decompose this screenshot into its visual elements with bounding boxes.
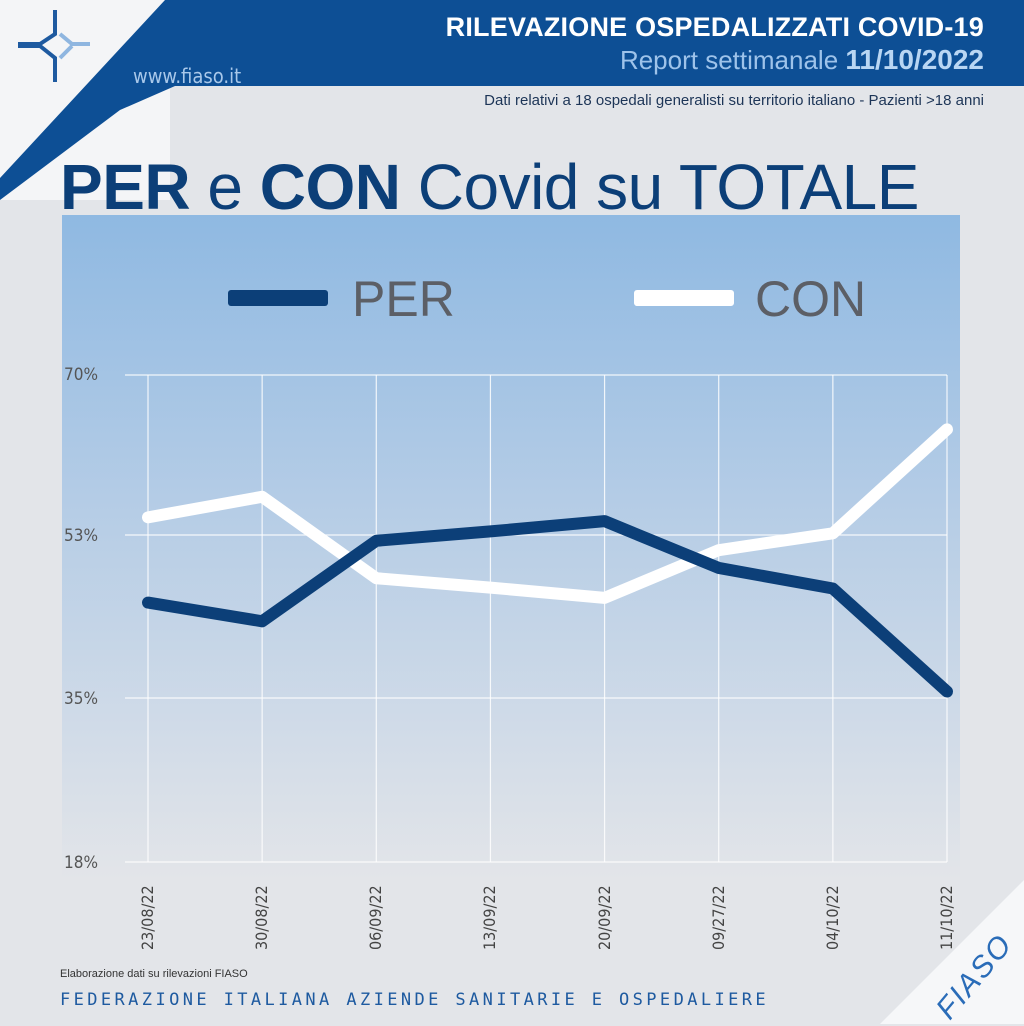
data-point-per	[946, 690, 948, 693]
data-point-per	[831, 587, 834, 590]
legend-swatch-per	[228, 290, 328, 306]
y-tick-label: 35%	[64, 689, 98, 709]
data-point-per	[375, 539, 378, 542]
data-point-con	[717, 549, 720, 552]
header-note: Dati relativi a 18 ospedali generalisti …	[484, 92, 984, 109]
data-point-per	[489, 530, 492, 533]
y-tick-label: 53%	[64, 526, 98, 546]
y-tick-label: 18%	[64, 853, 98, 873]
subtitle-prefix: Report settimanale	[619, 45, 839, 75]
data-point-per	[603, 520, 606, 523]
legend-swatch-con	[634, 290, 734, 306]
header-title: RILEVAZIONE OSPEDALIZZATI COVID-19	[445, 12, 984, 42]
x-tick-label: 23/08/22	[138, 885, 157, 950]
data-point-per	[261, 620, 264, 623]
source-note: Elaborazione dati su rilevazioni FIASO	[60, 968, 248, 980]
header-band	[0, 0, 1024, 200]
series-line-con	[142, 423, 953, 604]
website-link[interactable]: www.fiaso.it	[133, 64, 242, 88]
x-tick-label: 20/09/22	[594, 885, 614, 950]
title-e: e	[207, 151, 243, 223]
data-point-con	[603, 596, 606, 599]
title-per: PER	[60, 151, 191, 223]
x-tick-label: 06/09/22	[366, 885, 386, 950]
legend-label-con: CON	[755, 271, 867, 327]
data-point-con	[147, 516, 149, 519]
organization-name: FEDERAZIONE ITALIANA AZIENDE SANITARIE E…	[60, 990, 770, 1010]
chart-panel	[62, 215, 960, 880]
title-con: CON	[259, 151, 401, 223]
legend-label-per: PER	[352, 271, 455, 327]
header-subtitle: Report settimanale 11/10/2022	[620, 44, 984, 76]
data-point-con	[489, 586, 492, 589]
chart-title: PER e CON Covid su TOTALE	[60, 150, 919, 224]
x-tick-label: 04/10/22	[822, 885, 842, 950]
x-tick-label: 30/08/22	[252, 885, 272, 950]
x-tick-label: 13/09/22	[480, 885, 500, 950]
y-tick-label: 70%	[64, 365, 98, 385]
data-point-con	[946, 428, 948, 431]
data-point-per	[717, 566, 720, 569]
line-chart	[125, 374, 953, 863]
series-line-per	[142, 515, 953, 698]
title-rest: Covid su TOTALE	[417, 151, 920, 223]
data-point-per	[147, 601, 149, 604]
report-date: 11/10/2022	[845, 44, 984, 75]
data-point-con	[831, 532, 834, 535]
data-point-con	[375, 577, 378, 580]
fiaso-cross-logo	[18, 10, 90, 82]
x-tick-label: 09/27/22	[708, 885, 728, 950]
x-tick-label: 11/10/22	[937, 885, 956, 950]
data-point-con	[261, 495, 264, 498]
